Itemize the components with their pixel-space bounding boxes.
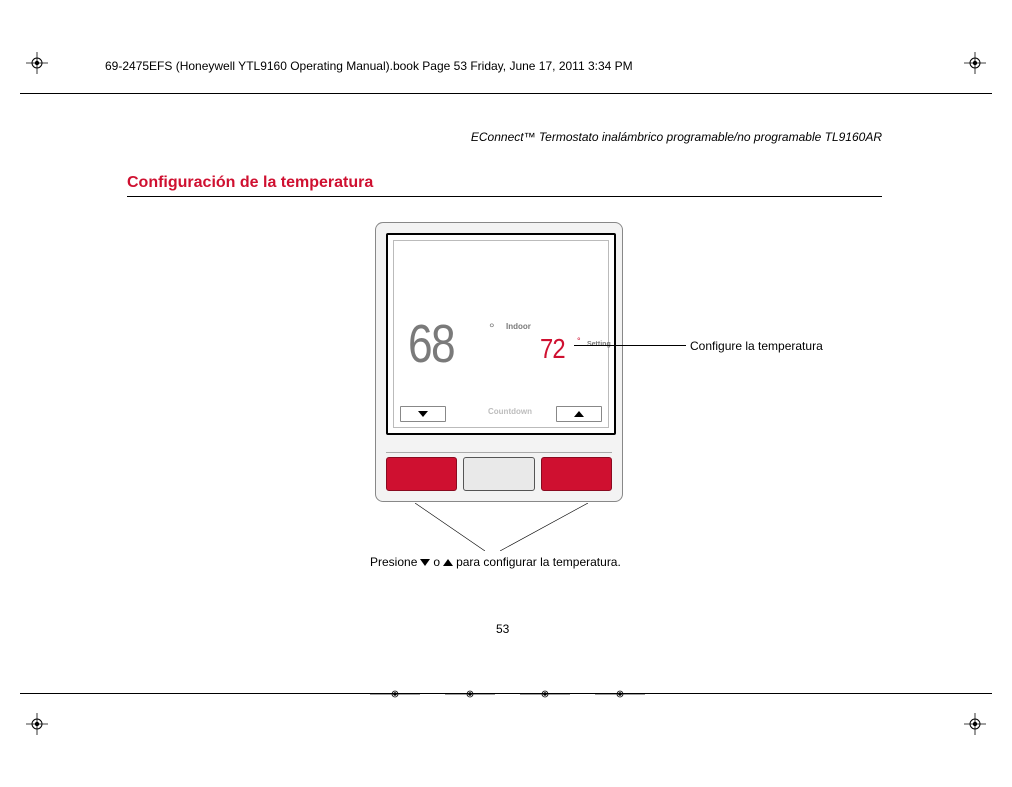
indoor-label: Indoor <box>506 322 531 331</box>
callout-configure-temp: Configure la temperatura <box>690 339 823 353</box>
crop-mark-icon <box>964 713 986 735</box>
callout-text-post: para configurar la temperatura. <box>456 555 621 569</box>
callout-line <box>415 503 485 551</box>
section-title: Configuración de la temperatura <box>127 174 373 192</box>
thermostat-display: 68 ° Indoor 72 ° Setting Countdown <box>393 240 609 428</box>
chevron-up-icon <box>574 411 584 417</box>
callout-press-arrows: Presione o para configurar la temperatur… <box>370 555 621 569</box>
chevron-down-icon <box>418 411 428 417</box>
button-row <box>386 457 612 491</box>
page-header: 69-2475EFS (Honeywell YTL9160 Operating … <box>105 59 633 73</box>
bottom-crop-marks <box>0 681 1012 707</box>
setting-temp-value: 72 <box>540 333 565 365</box>
indoor-temp-value: 68 <box>408 313 454 375</box>
callout-line <box>574 345 686 346</box>
thermostat-bezel: 68 ° Indoor 72 ° Setting Countdown <box>386 233 616 435</box>
chevron-down-icon <box>420 559 430 566</box>
up-button[interactable] <box>541 457 612 491</box>
crop-rule <box>20 93 992 94</box>
callout-line <box>500 503 588 551</box>
crop-mark-icon <box>964 52 986 74</box>
degree-icon: ° <box>489 320 495 336</box>
display-down-button[interactable] <box>400 406 446 422</box>
thermostat-illustration: 68 ° Indoor 72 ° Setting Countdown <box>375 222 625 504</box>
product-title: EConnect™ Termostato inalámbrico program… <box>471 130 882 144</box>
countdown-label: Countdown <box>488 407 532 416</box>
thermostat-body: 68 ° Indoor 72 ° Setting Countdown <box>375 222 623 502</box>
crop-mark-icon <box>26 713 48 735</box>
middle-button[interactable] <box>463 457 534 491</box>
display-up-button[interactable] <box>556 406 602 422</box>
button-divider <box>386 452 612 453</box>
crop-mark-icon <box>26 52 48 74</box>
callout-text-pre: Presione <box>370 555 417 569</box>
chevron-up-icon <box>443 559 453 566</box>
callout-text-mid: o <box>433 555 440 569</box>
page-number: 53 <box>496 622 509 636</box>
section-underline <box>127 196 882 197</box>
down-button[interactable] <box>386 457 457 491</box>
